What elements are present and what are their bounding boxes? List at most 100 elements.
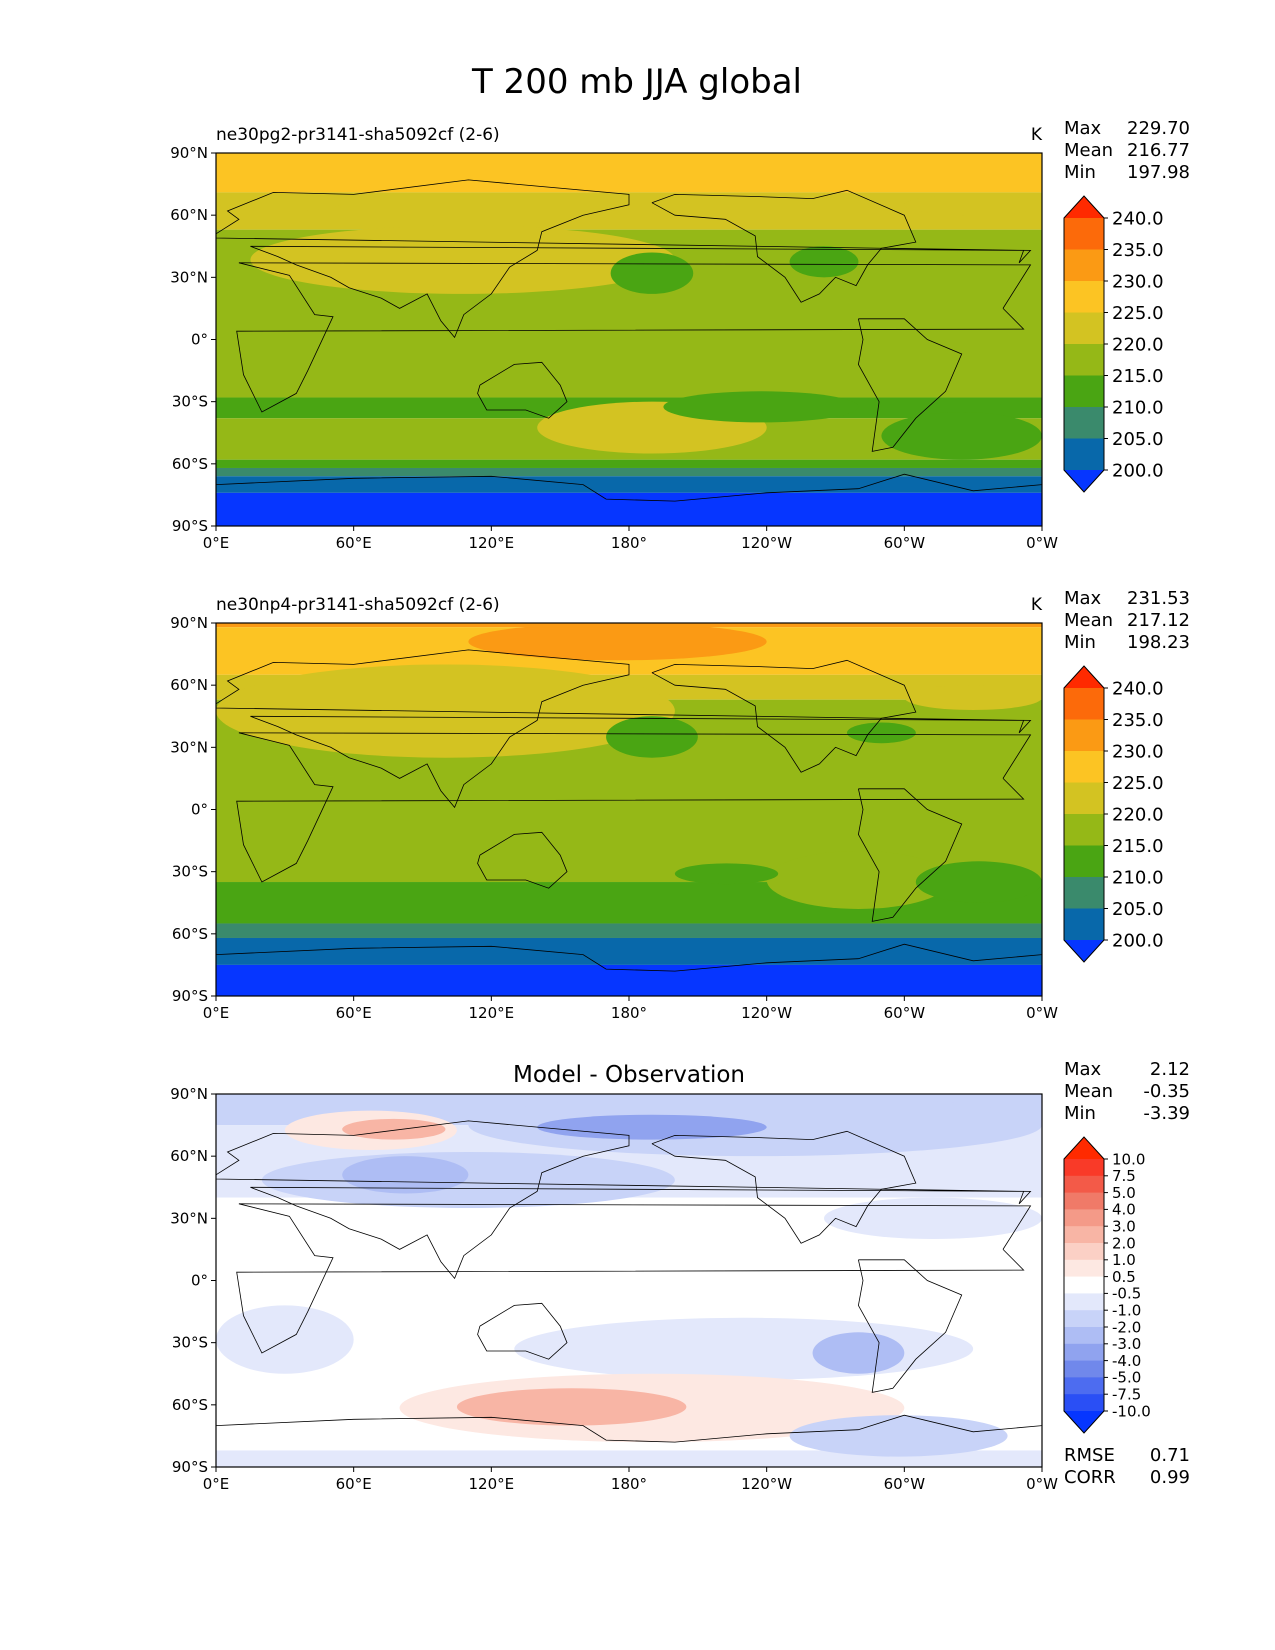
x-tick-label: 120°W xyxy=(741,534,792,552)
coastline xyxy=(216,1120,1032,1280)
colorbar-label: 205.0 xyxy=(1112,429,1164,450)
colorbar-label: -0.5 xyxy=(1112,1285,1141,1303)
colorbar-segment xyxy=(1064,1360,1104,1378)
stat-label: Mean xyxy=(1064,610,1113,631)
colorbar-segment xyxy=(1064,1327,1104,1345)
coastline xyxy=(651,659,917,773)
colorbar-label: 1.0 xyxy=(1112,1251,1136,1269)
colorbar-label: 2.0 xyxy=(1112,1234,1136,1252)
contour-region xyxy=(674,863,779,885)
colorbar-label: 215.0 xyxy=(1112,836,1164,857)
contour-region xyxy=(468,623,767,661)
contour-region xyxy=(216,194,343,212)
x-tick-label: 60°E xyxy=(336,534,372,552)
y-tick-label: 60°N xyxy=(170,206,208,224)
colorbar-segment xyxy=(1064,719,1104,752)
field-band xyxy=(216,467,1042,477)
colorbar-label: 235.0 xyxy=(1112,710,1164,731)
coastline xyxy=(236,732,1032,883)
colorbar-label: -10.0 xyxy=(1112,1402,1151,1420)
y-tick-label: 0° xyxy=(191,801,208,819)
x-tick-label: 120°W xyxy=(741,1004,792,1022)
colorbar-segment xyxy=(1064,688,1104,720)
stat-value: 0.71 xyxy=(1150,1445,1190,1466)
stat-value: 229.70 xyxy=(1127,118,1190,139)
y-tick-label: 90°N xyxy=(170,1085,208,1103)
coastline xyxy=(216,649,1032,809)
map-field xyxy=(216,623,1042,996)
coastline xyxy=(236,262,1032,413)
contour-region xyxy=(250,225,675,294)
x-tick-label: 0°E xyxy=(203,1004,230,1022)
field-band xyxy=(216,459,1042,468)
colorbar-label: 7.5 xyxy=(1112,1167,1136,1185)
colorbar-label: 240.0 xyxy=(1112,678,1164,699)
y-tick-label: 30°S xyxy=(172,1334,208,1352)
stat-label: Mean xyxy=(1064,1081,1113,1102)
stat-value: 197.98 xyxy=(1127,162,1190,183)
contour-region xyxy=(881,412,1042,460)
colorbar-segment xyxy=(1064,281,1104,313)
contour-region xyxy=(456,1388,687,1426)
map-field xyxy=(216,153,1042,526)
y-tick-label: 90°N xyxy=(170,614,208,632)
coastline xyxy=(857,318,963,452)
y-tick-label: 60°N xyxy=(170,676,208,694)
stat-label: Max xyxy=(1064,1059,1102,1080)
x-tick-label: 180° xyxy=(611,534,647,552)
coastline xyxy=(651,189,917,303)
coastline xyxy=(857,788,963,922)
x-tick-label: 180° xyxy=(611,1475,647,1493)
x-tick-label: 120°E xyxy=(469,1475,515,1493)
colorbar-segment xyxy=(1064,438,1104,471)
colorbar-segment xyxy=(1064,1209,1104,1227)
colorbar-extend-top xyxy=(1064,196,1104,218)
stat-label: CORR xyxy=(1064,1467,1116,1488)
x-tick-label: 60°E xyxy=(336,1004,372,1022)
colorbar-segment xyxy=(1064,1377,1104,1395)
colorbar-segment xyxy=(1064,1293,1104,1311)
contour-region xyxy=(342,1156,469,1194)
stat-label: Max xyxy=(1064,588,1102,609)
field-band xyxy=(216,1450,1042,1467)
contour-region xyxy=(610,252,694,294)
stat-label: Min xyxy=(1064,632,1096,653)
y-tick-label: 90°N xyxy=(170,144,208,162)
colorbar-label: 5.0 xyxy=(1112,1184,1136,1202)
contour-region xyxy=(606,716,698,758)
colorbar-label: 0.5 xyxy=(1112,1268,1136,1286)
stat-value: 0.99 xyxy=(1150,1467,1190,1488)
colorbar-label: -4.0 xyxy=(1112,1352,1141,1370)
y-tick-label: 30°S xyxy=(172,393,208,411)
field-band xyxy=(216,937,1042,965)
field-band xyxy=(216,153,1042,193)
colorbar-label: 4.0 xyxy=(1112,1201,1136,1219)
panel-left-title: ne30np4-pr3141-sha5092cf (2-6) xyxy=(216,595,500,615)
colorbar-extend-bottom xyxy=(1064,470,1104,492)
panel-diff: Model - Observation 0°E 60°E 120°E 180° 120°W… xyxy=(170,1059,1190,1493)
colorbar-label: 230.0 xyxy=(1112,741,1164,762)
stat-label: Min xyxy=(1064,1103,1096,1124)
contour-region xyxy=(261,1152,675,1208)
colorbar-label: 220.0 xyxy=(1112,804,1164,825)
colorbar-extend-top xyxy=(1064,666,1104,688)
colorbar-segment xyxy=(1064,845,1104,878)
stat-value: -3.39 xyxy=(1143,1103,1190,1124)
colorbar-segment xyxy=(1064,407,1104,439)
colorbar-segment xyxy=(1064,1226,1104,1244)
colorbar-label: 10.0 xyxy=(1112,1150,1145,1168)
colorbar-label: 210.0 xyxy=(1112,867,1164,888)
coastline xyxy=(216,179,1032,339)
panel-units: K xyxy=(1031,595,1043,615)
colorbar-label: -7.5 xyxy=(1112,1385,1141,1403)
contour-region xyxy=(766,850,951,909)
colorbar-extend-bottom xyxy=(1064,940,1104,962)
contour-region xyxy=(915,861,1042,903)
y-tick-label: 30°N xyxy=(170,268,208,286)
x-tick-label: 60°W xyxy=(884,534,926,552)
colorbar-label: -1.0 xyxy=(1112,1301,1141,1319)
colorbar-label: 230.0 xyxy=(1112,271,1164,292)
panel-center-title: Model - Observation xyxy=(513,1062,745,1088)
colorbar-segment xyxy=(1064,218,1104,250)
contour-region xyxy=(789,1415,1008,1457)
